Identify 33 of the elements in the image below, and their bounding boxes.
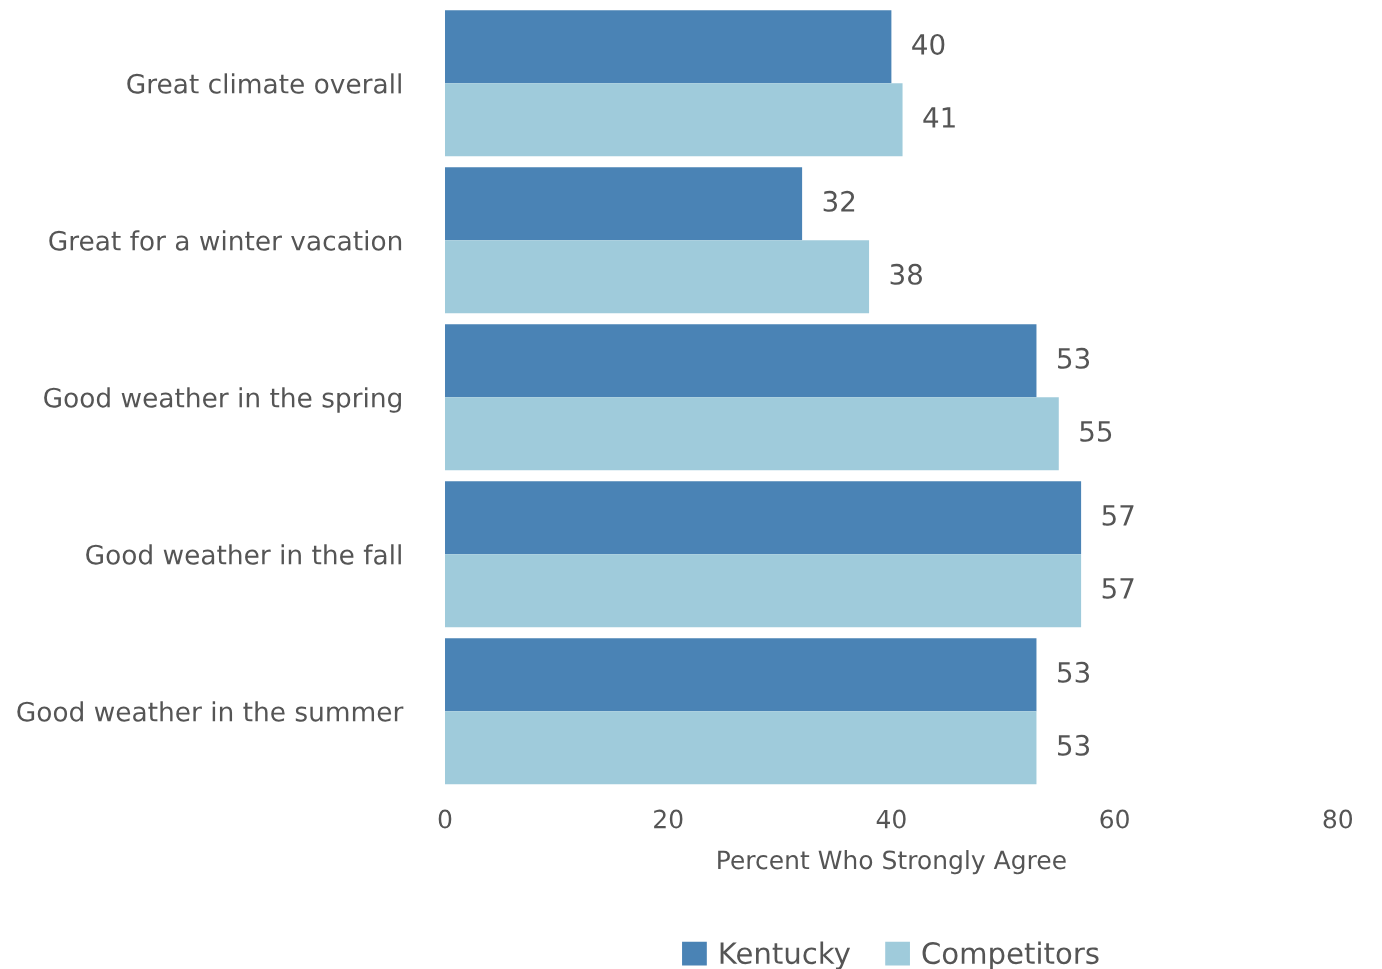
bar — [445, 711, 1037, 785]
data-label: 53 — [1058, 734, 1090, 756]
bar — [445, 397, 1059, 471]
data-label: 40 — [912, 33, 945, 55]
y-tick-label: Good weather in the fall — [86, 544, 401, 565]
bar — [445, 554, 1082, 628]
data-label: 55 — [1080, 421, 1112, 442]
data-label: 38 — [890, 263, 922, 285]
data-label: 53 — [1058, 661, 1090, 683]
bar — [445, 167, 803, 241]
data-label: 53 — [1058, 347, 1090, 369]
y-tick-label: Great for a winter vacation — [49, 230, 402, 251]
bar — [445, 481, 1082, 555]
data-label: 57 — [1102, 578, 1134, 599]
y-tick-label: Good weather in the spring — [44, 387, 401, 413]
x-tick-label: 0 — [438, 809, 452, 829]
y-tick-label: Good weather in the summer — [17, 701, 404, 722]
bar — [445, 324, 1037, 398]
data-label: 32 — [823, 190, 855, 212]
x-tick-label: 60 — [1100, 809, 1129, 829]
legend-label: Kentucky — [720, 941, 851, 969]
bar — [445, 638, 1037, 712]
data-label: 41 — [923, 107, 955, 128]
x-tick-label: 80 — [1323, 809, 1353, 829]
bar — [445, 10, 892, 84]
x-tick-label: 40 — [876, 809, 906, 829]
y-tick-label: Great climate overall — [127, 73, 401, 94]
x-axis-title: Percent Who Strongly Agree — [718, 850, 1066, 875]
x-tick-label: 20 — [654, 809, 683, 829]
legend-label: Competitors — [922, 941, 1099, 969]
data-label: 57 — [1102, 505, 1134, 526]
bar — [445, 240, 870, 314]
bar — [445, 83, 903, 157]
